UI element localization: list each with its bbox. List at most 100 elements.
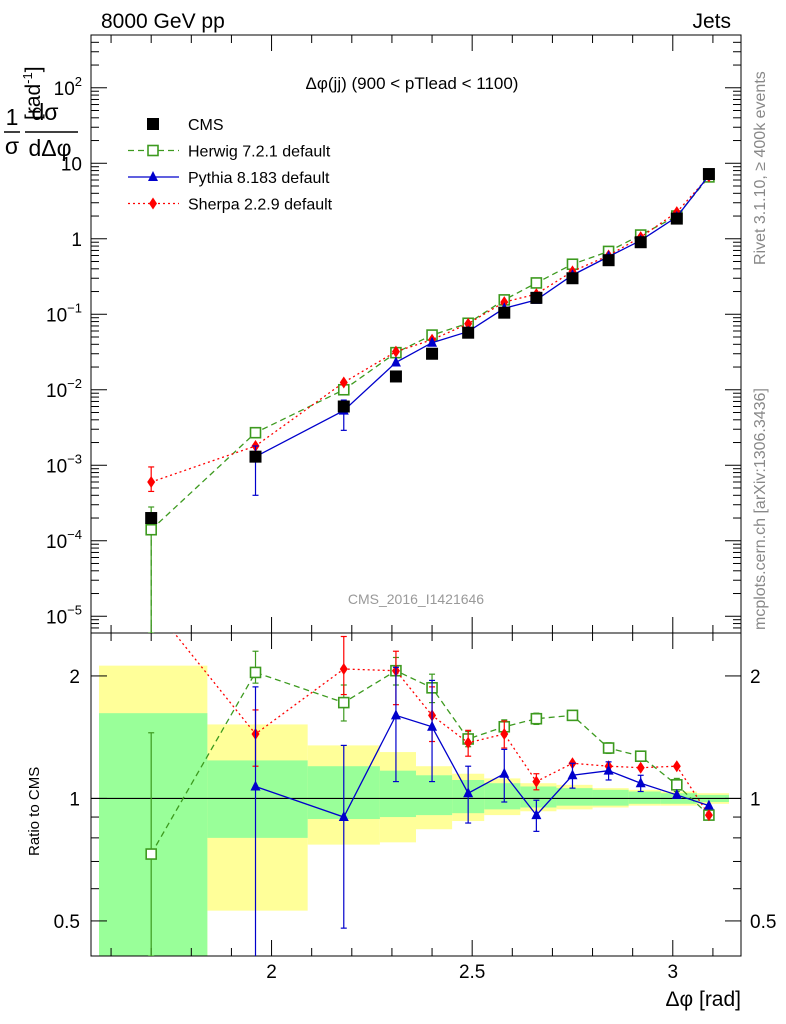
herwig-point	[337, 696, 350, 709]
cms-point	[530, 291, 543, 304]
band-inner	[592, 789, 629, 806]
ratio-y-tick-label: 2	[69, 667, 80, 688]
legend-label-sherpa: Sherpa 2.2.9 default	[188, 197, 333, 214]
herwig-point	[530, 277, 543, 289]
band-inner	[379, 770, 416, 818]
band-inner	[556, 788, 593, 806]
x-tick-label: 2.5	[459, 962, 485, 983]
y-tick-label: 102	[54, 74, 82, 100]
ratio-plot-series	[91, 633, 741, 956]
band-inner	[99, 713, 208, 956]
cms-point	[145, 512, 158, 525]
sherpa-point	[464, 736, 473, 749]
ratio-plot-frame	[90, 632, 742, 957]
main-plot-series	[145, 168, 715, 633]
herwig-point	[145, 523, 157, 536]
cms-point	[670, 212, 683, 225]
y-axis-label-ratio: Ratio to CMS	[26, 767, 43, 856]
pythia-point	[635, 777, 646, 788]
svg-text:dΔφ: dΔφ	[28, 135, 71, 161]
watermark: CMS_2016_I1421646	[348, 591, 484, 607]
herwig-point	[249, 666, 262, 679]
x-tick-label: 2	[266, 962, 277, 983]
sherpa-point	[500, 727, 509, 740]
pythia-point	[463, 787, 474, 798]
sherpa-point	[147, 476, 156, 489]
cms-point	[249, 450, 262, 463]
ratio-uncertainty-bands	[99, 665, 729, 956]
sherpa-point	[672, 760, 681, 773]
svg-text:1: 1	[6, 104, 19, 130]
band-inner	[628, 791, 661, 804]
side-label-rivet: Rivet 3.1.10, ≥ 400k events	[752, 71, 769, 265]
y-tick-label: 1	[71, 230, 82, 251]
pythia-point	[250, 780, 261, 791]
pythia-point	[671, 788, 682, 799]
cms-point	[389, 370, 402, 383]
pythia-line	[255, 175, 710, 458]
pythia-point	[531, 809, 542, 820]
herwig-point	[634, 750, 647, 762]
cms-point	[566, 272, 579, 285]
y-tick-label: 10−4	[46, 527, 82, 553]
pythia-point	[390, 709, 401, 720]
cms-point	[702, 168, 715, 181]
y-tick-label: 10−2	[46, 376, 82, 402]
header-right: Jets	[692, 10, 731, 33]
cms-point	[147, 118, 159, 130]
herwig-point	[602, 742, 615, 754]
herwig-point	[145, 848, 157, 860]
pythia-point	[427, 336, 438, 347]
pythia-point	[499, 767, 510, 778]
herwig-point	[530, 712, 543, 725]
y-tick-label: 10−5	[46, 602, 82, 628]
x-axis-label: Δφ [rad]	[666, 988, 742, 1011]
legend-label-pythia: Pythia 8.183 default	[188, 170, 330, 187]
cms-point	[337, 400, 350, 413]
axis-tick-labels: 2 2.5 3 10−5 10−4 10−3 10−2 10−1 1 10 102 0.5 0.5 1 1 2…	[46, 74, 776, 983]
ratio-y-tick-label: 0.5	[54, 912, 80, 933]
ratio-y-tick-label-right: 2	[750, 667, 761, 688]
x-tick-label: 3	[668, 962, 679, 983]
legend-label-herwig: Herwig 7.2.1 default	[188, 144, 331, 161]
y-tick-label: 10	[61, 154, 82, 175]
cms-point	[426, 347, 439, 360]
svg-text:σ: σ	[5, 133, 19, 159]
sherpa-point	[704, 809, 713, 822]
herwig-point	[671, 779, 683, 791]
y-tick-label: 10−3	[46, 451, 82, 477]
pythia-point	[567, 769, 578, 780]
pythia-point	[148, 171, 158, 181]
header-left: 8000 GeV pp	[101, 10, 225, 33]
sherpa-point	[339, 663, 348, 676]
pythia-point	[338, 811, 349, 822]
pythia-point	[603, 764, 614, 775]
sherpa-point	[149, 197, 157, 210]
herwig-point	[566, 709, 579, 722]
cms-point	[462, 326, 475, 339]
sherpa-point	[532, 775, 541, 788]
pythia-point	[703, 799, 714, 810]
pythia-ratio-line	[255, 714, 710, 818]
pythia-point	[390, 356, 401, 367]
cms-point	[498, 306, 511, 319]
pythia-point	[427, 720, 438, 731]
legend: CMS Herwig 7.2.1 default Pythia 8.183 defa…	[128, 117, 333, 214]
sherpa-point	[339, 376, 348, 389]
herwig-point	[249, 426, 262, 439]
herwig-point	[147, 144, 159, 157]
ratio-y-tick-label: 1	[69, 789, 80, 810]
legend-label-cms: CMS	[188, 117, 224, 134]
axis-ticks	[91, 34, 741, 956]
y-tick-label: 10−1	[46, 300, 82, 326]
ratio-y-tick-label-right: 0.5	[750, 912, 776, 933]
sherpa-point	[500, 296, 509, 309]
svg-text:dσ: dσ	[32, 99, 59, 125]
sherpa-point	[391, 345, 400, 358]
side-label-mcplots: mcplots.cern.ch [arXiv:1306.3436]	[752, 388, 769, 630]
cms-point	[634, 236, 647, 249]
cms-point	[602, 254, 615, 267]
plot-title: Δφ(jj) (900 < pTlead < 1100)	[306, 74, 519, 93]
sherpa-point	[636, 761, 645, 774]
